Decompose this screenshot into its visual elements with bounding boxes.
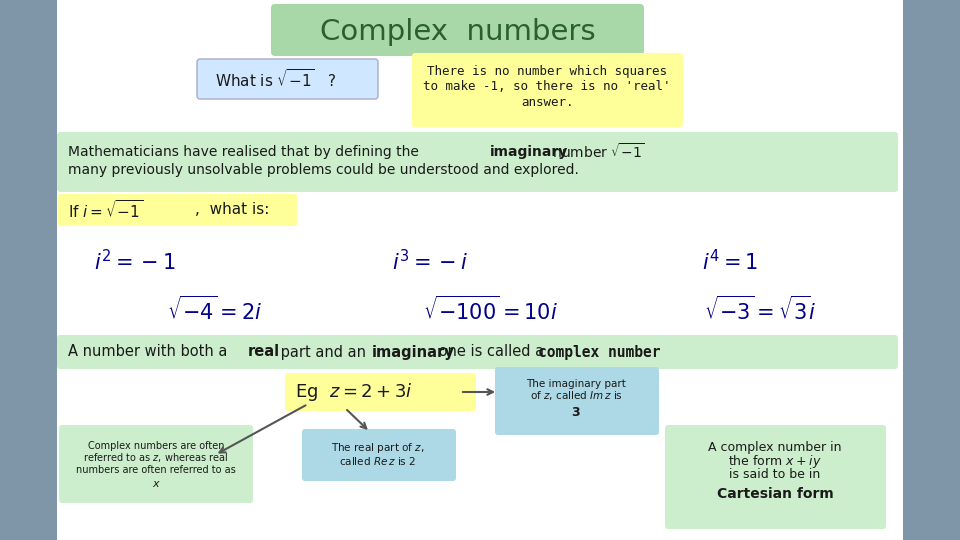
Text: $\sqrt{-4} = 2i$: $\sqrt{-4} = 2i$ bbox=[167, 296, 262, 324]
FancyBboxPatch shape bbox=[495, 367, 659, 435]
Text: $i^4 = 1$: $i^4 = 1$ bbox=[702, 249, 758, 275]
Text: Eg  $z = 2+3i$: Eg $z = 2+3i$ bbox=[295, 381, 413, 403]
Text: answer.: answer. bbox=[520, 96, 573, 109]
Text: $\sqrt{-3} = \sqrt{3}i$: $\sqrt{-3} = \sqrt{3}i$ bbox=[704, 296, 816, 324]
FancyBboxPatch shape bbox=[903, 0, 960, 540]
Text: imaginary: imaginary bbox=[490, 145, 568, 159]
Text: to make -1, so there is no 'real': to make -1, so there is no 'real' bbox=[423, 80, 671, 93]
Text: What is $\sqrt{-1}$   ?: What is $\sqrt{-1}$ ? bbox=[215, 68, 336, 90]
Text: many previously unsolvable problems could be understood and explored.: many previously unsolvable problems coul… bbox=[68, 163, 579, 177]
Text: $x$: $x$ bbox=[152, 479, 160, 489]
FancyBboxPatch shape bbox=[302, 429, 456, 481]
FancyBboxPatch shape bbox=[57, 0, 903, 540]
Text: of $z$, called $Im\,z$ is: of $z$, called $Im\,z$ is bbox=[530, 389, 622, 402]
Text: The real part of $z$,: The real part of $z$, bbox=[331, 441, 424, 455]
Text: Complex  numbers: Complex numbers bbox=[321, 18, 596, 46]
Text: imaginary: imaginary bbox=[372, 345, 455, 360]
FancyBboxPatch shape bbox=[412, 53, 683, 127]
FancyBboxPatch shape bbox=[197, 59, 378, 99]
Text: Mathematicians have realised that by defining the: Mathematicians have realised that by def… bbox=[68, 145, 423, 159]
FancyBboxPatch shape bbox=[57, 335, 898, 369]
FancyBboxPatch shape bbox=[285, 373, 476, 411]
FancyBboxPatch shape bbox=[58, 194, 297, 226]
FancyBboxPatch shape bbox=[665, 425, 886, 529]
Text: Complex numbers are often: Complex numbers are often bbox=[87, 441, 225, 451]
Text: A complex number in: A complex number in bbox=[708, 441, 842, 454]
FancyBboxPatch shape bbox=[0, 0, 57, 540]
Text: ,  what is:: , what is: bbox=[195, 202, 270, 218]
Text: is said to be in: is said to be in bbox=[730, 469, 821, 482]
Text: There is no number which squares: There is no number which squares bbox=[427, 65, 667, 78]
FancyBboxPatch shape bbox=[59, 425, 253, 503]
Text: referred to as $z$, whereas real: referred to as $z$, whereas real bbox=[84, 451, 228, 464]
FancyBboxPatch shape bbox=[57, 132, 898, 192]
Text: $i^3 = -i$: $i^3 = -i$ bbox=[392, 249, 468, 275]
Text: called $Re\,z$ is 2: called $Re\,z$ is 2 bbox=[340, 455, 417, 467]
Text: $i^2 = -1$: $i^2 = -1$ bbox=[94, 249, 176, 275]
Text: The imaginary part: The imaginary part bbox=[526, 379, 626, 389]
Text: complex number: complex number bbox=[538, 345, 660, 360]
Text: number $\sqrt{-1}$: number $\sqrt{-1}$ bbox=[548, 143, 645, 161]
Text: part and an: part and an bbox=[276, 345, 371, 360]
Text: the form $x + iy$: the form $x + iy$ bbox=[729, 453, 822, 469]
Text: $\sqrt{-100} = 10i$: $\sqrt{-100} = 10i$ bbox=[422, 296, 558, 324]
Text: If $i = \sqrt{-1}$: If $i = \sqrt{-1}$ bbox=[68, 199, 143, 221]
Text: numbers are often referred to as: numbers are often referred to as bbox=[76, 465, 236, 475]
Text: real: real bbox=[248, 345, 280, 360]
Text: one is called a: one is called a bbox=[434, 345, 549, 360]
Text: Cartesian form: Cartesian form bbox=[716, 487, 833, 501]
FancyBboxPatch shape bbox=[271, 4, 644, 56]
Text: A number with both a: A number with both a bbox=[68, 345, 232, 360]
Text: 3: 3 bbox=[572, 406, 580, 419]
